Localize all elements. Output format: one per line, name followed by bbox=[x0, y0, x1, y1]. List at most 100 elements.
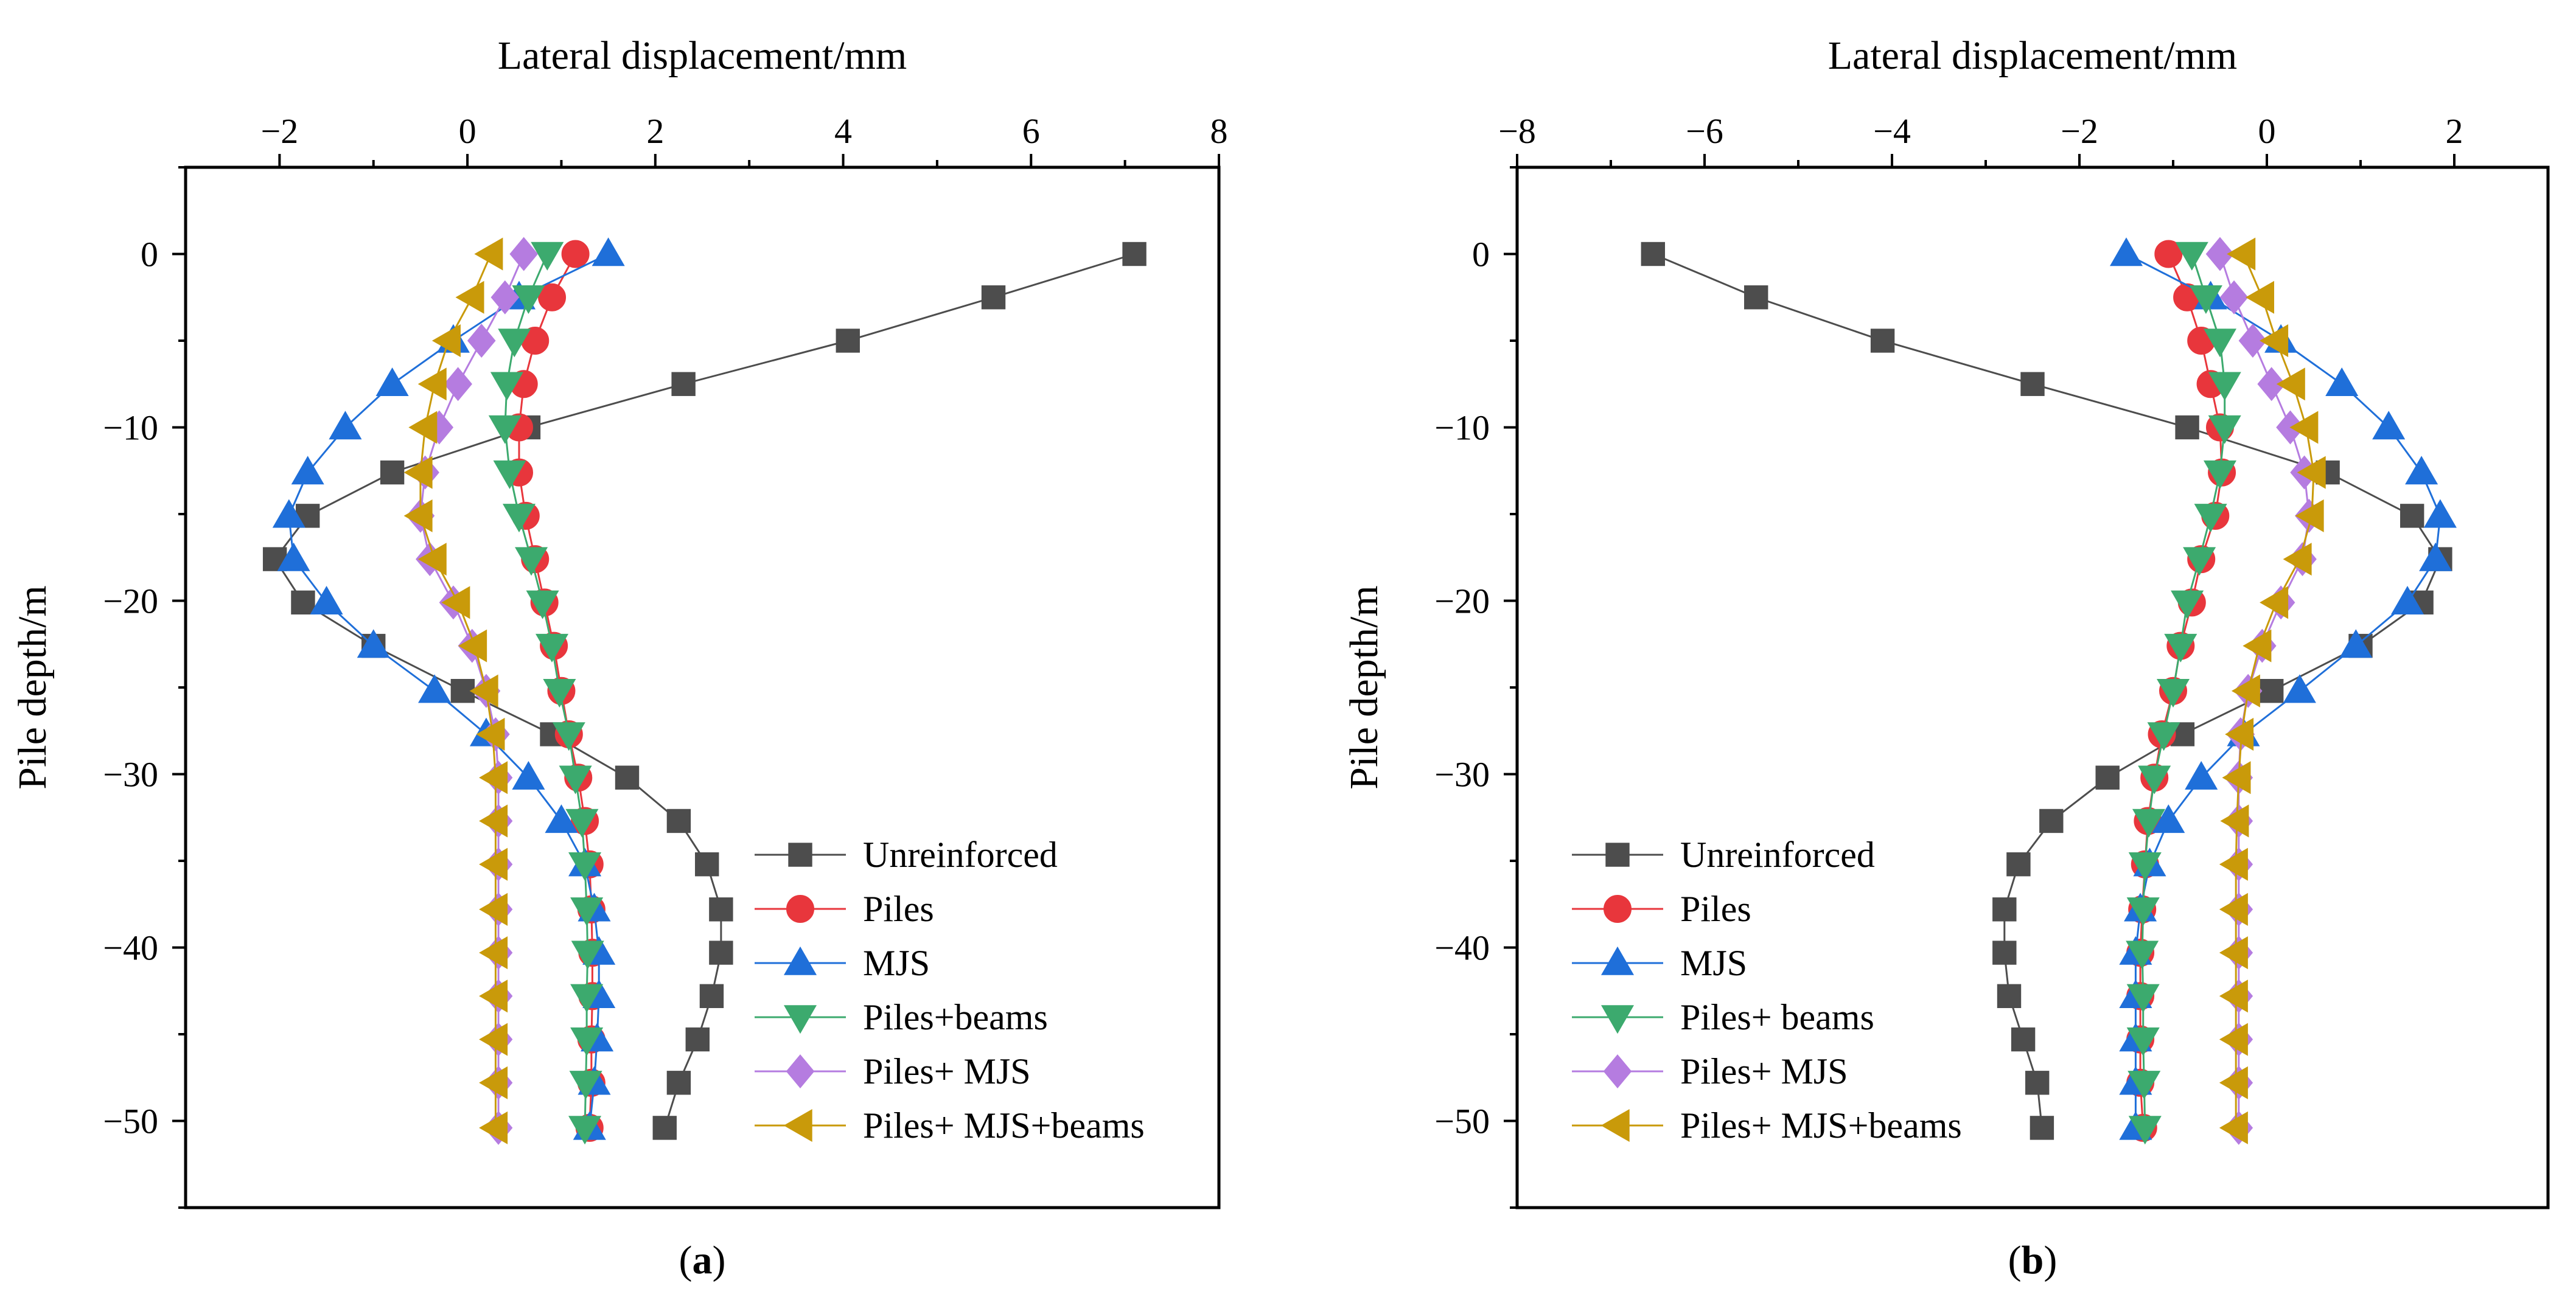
data-point bbox=[571, 941, 604, 970]
data-point bbox=[2400, 504, 2424, 528]
data-point bbox=[2128, 852, 2162, 882]
legend-label: Piles+ MJS bbox=[1680, 1051, 1848, 1091]
data-point bbox=[2039, 809, 2064, 833]
legend-marker bbox=[786, 895, 814, 923]
data-point bbox=[418, 674, 452, 703]
data-point bbox=[479, 761, 508, 795]
data-point bbox=[709, 897, 733, 922]
x-tick-label: −4 bbox=[1873, 111, 1911, 151]
legend-marker bbox=[788, 843, 812, 867]
x-tick-label: 2 bbox=[646, 111, 664, 151]
data-point bbox=[375, 367, 409, 396]
data-point bbox=[570, 1027, 604, 1056]
panel-caption: (b) bbox=[2008, 1238, 2058, 1282]
data-point bbox=[2245, 280, 2274, 314]
data-point bbox=[498, 329, 531, 358]
data-point bbox=[538, 283, 567, 311]
legend-marker bbox=[1600, 946, 1635, 975]
data-point bbox=[467, 324, 496, 358]
data-point bbox=[2128, 1116, 2162, 1145]
data-point bbox=[1997, 984, 2022, 1008]
legend-marker bbox=[786, 1054, 815, 1088]
data-point bbox=[2372, 411, 2406, 440]
data-point bbox=[2219, 847, 2248, 881]
data-point bbox=[291, 590, 315, 615]
data-point bbox=[490, 280, 520, 315]
y-axis-title: Pile depth/m bbox=[1342, 585, 1386, 789]
data-point bbox=[2208, 372, 2241, 401]
data-point bbox=[490, 372, 523, 401]
data-point bbox=[652, 1116, 677, 1140]
legend-label: Piles+beams bbox=[863, 997, 1048, 1037]
data-point bbox=[2289, 411, 2319, 444]
data-point bbox=[568, 852, 602, 882]
data-point bbox=[2260, 679, 2284, 703]
plot-frame bbox=[184, 165, 1221, 1209]
data-point bbox=[2390, 586, 2424, 615]
data-point bbox=[2219, 280, 2249, 315]
panel-caption: (a) bbox=[679, 1238, 726, 1282]
x-tick-label: 6 bbox=[1022, 111, 1040, 151]
y-tick-label: −20 bbox=[103, 582, 158, 621]
legend-marker bbox=[1600, 1108, 1630, 1143]
data-point bbox=[526, 590, 559, 619]
data-point bbox=[2219, 1111, 2248, 1144]
legend-label: MJS bbox=[1680, 943, 1747, 983]
x-tick-label: 0 bbox=[2258, 111, 2276, 151]
legend-marker bbox=[1603, 1054, 1632, 1088]
legend-label: Unreinforced bbox=[863, 835, 1058, 875]
data-point bbox=[2231, 674, 2260, 708]
legend-marker bbox=[1600, 1005, 1635, 1034]
data-point bbox=[2205, 237, 2235, 271]
data-point bbox=[417, 543, 447, 576]
data-point bbox=[836, 329, 860, 353]
data-point bbox=[2132, 809, 2165, 838]
data-point bbox=[1641, 242, 1666, 266]
data-point bbox=[2126, 1027, 2160, 1056]
data-point bbox=[2156, 679, 2190, 708]
x-tick-label: −2 bbox=[261, 111, 299, 151]
data-point bbox=[2260, 324, 2289, 358]
data-point bbox=[476, 717, 505, 751]
data-point bbox=[450, 679, 475, 703]
legend-label: Piles+ MJS bbox=[863, 1051, 1031, 1091]
y-tick-label: 0 bbox=[141, 235, 158, 274]
data-point bbox=[502, 504, 536, 533]
data-point bbox=[2203, 460, 2237, 489]
y-tick-label: −40 bbox=[103, 928, 158, 968]
data-point bbox=[569, 1071, 602, 1100]
data-point bbox=[2227, 237, 2256, 271]
data-point bbox=[561, 240, 590, 268]
data-point bbox=[357, 629, 390, 658]
data-point bbox=[2238, 324, 2267, 358]
data-point bbox=[2189, 285, 2222, 315]
data-point bbox=[2219, 892, 2248, 926]
data-point bbox=[408, 411, 438, 444]
x-tick-label: 8 bbox=[1210, 111, 1228, 151]
y-tick-label: −50 bbox=[103, 1102, 158, 1141]
data-point bbox=[2126, 941, 2159, 970]
data-point bbox=[329, 411, 362, 440]
data-point bbox=[2222, 761, 2251, 795]
y-tick-label: −40 bbox=[1434, 928, 1490, 968]
x-tick-label: −8 bbox=[1498, 111, 1536, 151]
data-point bbox=[531, 242, 564, 271]
legend: Unreinforced Piles MJS Piles+beams Piles+ MJ… bbox=[755, 835, 1145, 1146]
y-tick-label: −20 bbox=[1434, 582, 1490, 621]
data-point bbox=[512, 760, 545, 790]
data-point bbox=[2219, 1023, 2248, 1056]
data-point bbox=[1122, 242, 1147, 266]
data-point bbox=[695, 852, 719, 877]
data-point bbox=[709, 941, 733, 965]
plot-frame bbox=[1515, 165, 2550, 1209]
data-point bbox=[417, 367, 447, 401]
legend-label: Piles+ MJS+beams bbox=[1680, 1105, 1962, 1146]
series-piles-beams bbox=[488, 242, 604, 1145]
legend-label: Piles bbox=[1680, 889, 1751, 929]
data-point bbox=[552, 722, 585, 751]
data-point bbox=[981, 285, 1006, 310]
data-point bbox=[2219, 936, 2248, 970]
